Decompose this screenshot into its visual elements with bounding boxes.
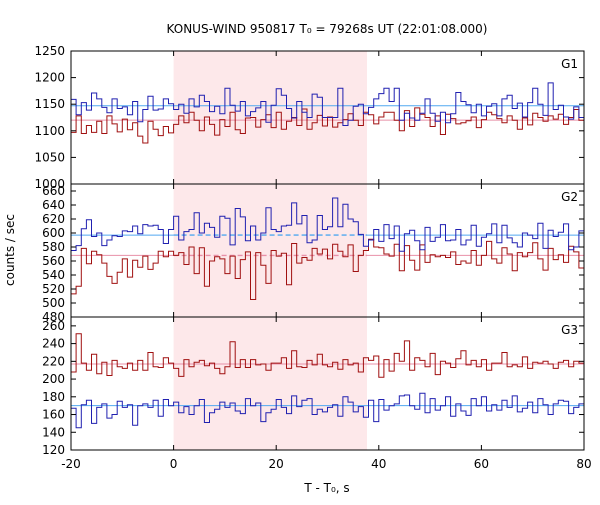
y-tick-label-g1-1200: 1200 (34, 71, 65, 85)
red-series-line-g2 (71, 238, 584, 300)
panel-label-g1: G1 (561, 57, 578, 71)
y-tick-label-g2-540: 540 (42, 268, 65, 282)
chart-title: KONUS-WIND 950817 T₀ = 79268s UT (22:01:… (167, 22, 488, 36)
y-tick-label-g1-1250: 1250 (34, 44, 65, 58)
y-tick-label-g2-660: 660 (42, 184, 65, 198)
x-tick-label-20: 20 (269, 457, 284, 471)
plot-area: 100010501100115012001250G148050052054056… (34, 44, 591, 471)
y-axis-label: counts / sec (3, 214, 17, 286)
x-axis-label: T - T₀, s (303, 481, 349, 495)
y-tick-label-g3-220: 220 (42, 354, 65, 368)
y-tick-label-g3-180: 180 (42, 390, 65, 404)
red-series-line-g3 (71, 333, 584, 378)
y-tick-label-g2-580: 580 (42, 240, 65, 254)
y-tick-label-g2-560: 560 (42, 254, 65, 268)
y-tick-label-g1-1050: 1050 (34, 150, 65, 164)
x-tick-label-40: 40 (371, 457, 386, 471)
x-tick-label-80: 80 (576, 457, 591, 471)
y-tick-label-g2-480: 480 (42, 310, 65, 324)
y-tick-label-g3-140: 140 (42, 425, 65, 439)
y-tick-label-g3-200: 200 (42, 372, 65, 386)
blue-series-line-g2 (71, 197, 584, 252)
blue-series-line-g1 (71, 82, 584, 126)
red-series-line-g1 (71, 107, 584, 144)
y-tick-label-g1-1000: 1000 (34, 177, 65, 191)
y-tick-label-g2-520: 520 (42, 282, 65, 296)
y-tick-label-g3-260: 260 (42, 319, 65, 333)
y-tick-label-g1-1150: 1150 (34, 97, 65, 111)
y-tick-label-g2-500: 500 (42, 296, 65, 310)
panel-label-g2: G2 (561, 190, 578, 204)
y-tick-label-g2-600: 600 (42, 226, 65, 240)
y-tick-label-g1-1100: 1100 (34, 124, 65, 138)
y-tick-label-g2-620: 620 (42, 212, 65, 226)
y-tick-label-g3-240: 240 (42, 337, 65, 351)
x-tick-label-60: 60 (474, 457, 489, 471)
y-tick-label-g3-120: 120 (42, 443, 65, 457)
highlight-interval-g3 (173, 317, 368, 450)
panel-label-g3: G3 (561, 323, 578, 337)
highlight-interval-g2 (173, 184, 368, 317)
y-tick-label-g2-640: 640 (42, 198, 65, 212)
x-tick-label--20: -20 (61, 457, 81, 471)
blue-series-line-g3 (71, 392, 584, 429)
x-tick-label-0: 0 (170, 457, 178, 471)
panel-frame-g3 (70, 316, 585, 451)
y-tick-label-g3-160: 160 (42, 408, 65, 422)
